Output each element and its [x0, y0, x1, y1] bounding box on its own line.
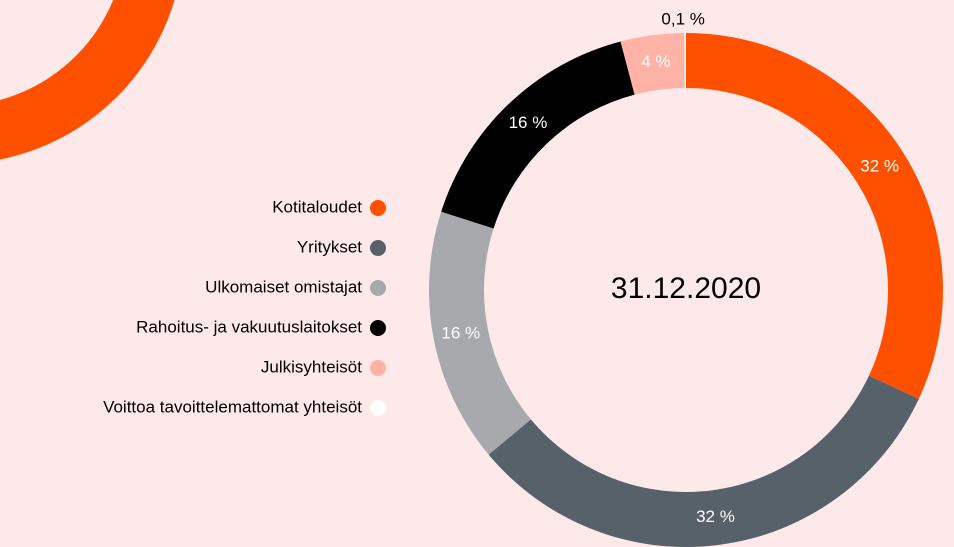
value-label: 0,1 %: [661, 9, 704, 28]
legend-dot: [370, 280, 386, 296]
legend-dot: [370, 200, 386, 216]
slice: [620, 33, 685, 95]
value-label: 32 %: [860, 156, 899, 175]
legend-label: Julkisyhteisöt: [261, 357, 362, 376]
legend-label: Yritykset: [297, 237, 362, 256]
legend-label: Voittoa tavoittelemattomat yhteisöt: [103, 397, 362, 416]
decor-arc: [0, 0, 175, 160]
legend-dot: [370, 240, 386, 256]
slice: [441, 41, 635, 229]
slice: [429, 211, 531, 455]
value-label: 16 %: [509, 113, 548, 132]
center-label: 31.12.2020: [611, 272, 761, 305]
legend-label: Kotitaloudet: [272, 197, 362, 216]
legend-label: Rahoitus- ja vakuutuslaitokset: [136, 317, 362, 336]
legend-label: Ulkomaiset omistajat: [205, 277, 362, 296]
legend-dot: [370, 320, 386, 336]
legend-dot: [370, 400, 386, 416]
slice: [488, 375, 919, 547]
slice: [686, 33, 943, 399]
value-label: 32 %: [696, 507, 735, 526]
slice: [684, 33, 686, 89]
value-label: 16 %: [441, 324, 480, 343]
legend-dot: [370, 360, 386, 376]
value-label: 4 %: [641, 52, 670, 71]
